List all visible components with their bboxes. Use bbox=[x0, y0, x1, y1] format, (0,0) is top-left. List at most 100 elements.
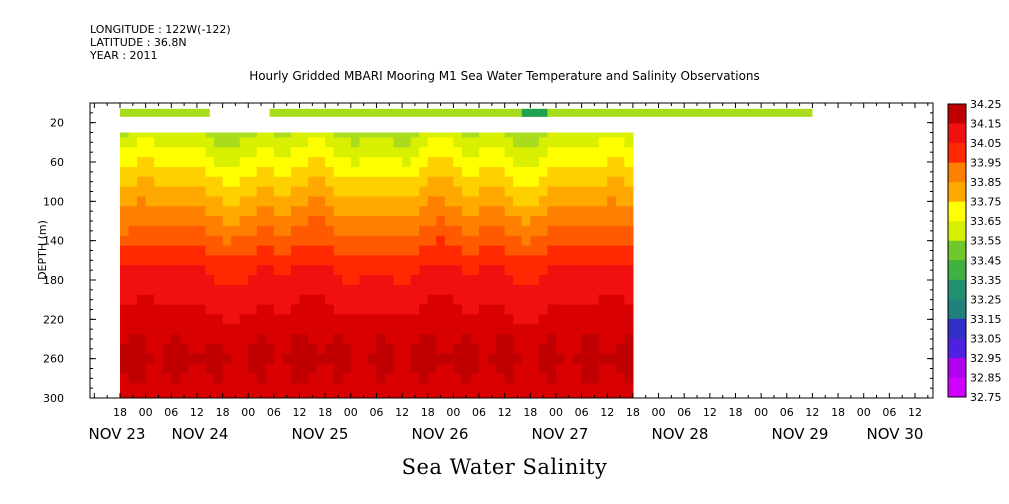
field-cell bbox=[359, 383, 369, 394]
field-cell bbox=[137, 334, 147, 345]
field-cell bbox=[538, 294, 549, 306]
field-cell bbox=[145, 196, 155, 207]
field-cell bbox=[299, 206, 309, 217]
hour-tick-label: 06 bbox=[575, 406, 589, 419]
field-cell bbox=[214, 343, 224, 355]
field-cell bbox=[487, 265, 497, 276]
field-cell bbox=[214, 196, 224, 207]
field-cell bbox=[196, 225, 207, 237]
field-cell bbox=[513, 373, 523, 384]
field-cell bbox=[350, 176, 360, 188]
field-cell bbox=[162, 363, 172, 375]
field-cell bbox=[590, 176, 600, 188]
field-cell bbox=[248, 147, 258, 158]
field-cell bbox=[615, 275, 625, 286]
field-cell bbox=[248, 176, 258, 188]
field-cell bbox=[128, 132, 138, 139]
field-cell bbox=[154, 225, 164, 237]
y-tick-label: 140 bbox=[43, 235, 64, 248]
field-cell bbox=[205, 334, 215, 345]
field-cell bbox=[547, 255, 557, 266]
field-cell bbox=[137, 383, 147, 394]
field-cell bbox=[282, 157, 292, 168]
field-cell bbox=[547, 284, 557, 296]
field-cell bbox=[290, 255, 301, 266]
field-cell bbox=[564, 225, 574, 237]
field-cell bbox=[222, 275, 232, 286]
field-cell bbox=[222, 147, 232, 158]
field-cell bbox=[410, 137, 420, 148]
field-cell bbox=[385, 245, 395, 257]
field-cell bbox=[598, 314, 608, 325]
field-cell bbox=[290, 294, 301, 306]
field-cell bbox=[162, 373, 172, 384]
field-cell bbox=[538, 206, 549, 217]
field-cell bbox=[436, 363, 446, 375]
field-cell bbox=[205, 284, 215, 296]
field-cell bbox=[453, 383, 463, 394]
field-cell bbox=[154, 206, 164, 217]
field-cell bbox=[273, 363, 284, 375]
field-cell bbox=[453, 373, 463, 384]
field-cell bbox=[530, 225, 540, 237]
field-cell bbox=[367, 363, 378, 375]
field-cell bbox=[299, 216, 309, 227]
field-cell bbox=[607, 255, 617, 266]
field-cell bbox=[367, 255, 378, 266]
colorbar-frame bbox=[947, 103, 967, 398]
field-cell bbox=[239, 196, 249, 207]
field-cell bbox=[256, 255, 266, 266]
field-cell bbox=[590, 245, 600, 257]
colorbar-label: 34.25 bbox=[970, 98, 1002, 111]
field-cell bbox=[402, 137, 412, 148]
field-cell bbox=[521, 206, 531, 217]
field-cell bbox=[436, 206, 446, 217]
field-cell bbox=[504, 225, 514, 237]
field-cell bbox=[308, 265, 318, 276]
field-cell bbox=[299, 176, 309, 188]
field-cell bbox=[299, 225, 309, 237]
chart-title: Hourly Gridded MBARI Mooring M1 Sea Wate… bbox=[249, 69, 760, 83]
field-cell bbox=[402, 245, 412, 257]
hour-tick-label: 18 bbox=[421, 406, 435, 419]
field-cell bbox=[479, 373, 489, 384]
field-cell bbox=[333, 157, 343, 168]
field-cell bbox=[385, 216, 395, 227]
field-cell bbox=[120, 166, 130, 178]
field-cell bbox=[470, 225, 480, 237]
field-cell bbox=[299, 235, 309, 247]
field-cell bbox=[419, 176, 429, 188]
field-cell bbox=[214, 137, 224, 148]
field-cell bbox=[581, 343, 591, 355]
field-cell bbox=[573, 294, 583, 306]
field-cell bbox=[393, 166, 403, 178]
field-cell bbox=[607, 245, 617, 257]
field-cell bbox=[273, 216, 284, 227]
field-cell bbox=[470, 265, 480, 276]
field-cell bbox=[350, 284, 360, 296]
field-cell bbox=[188, 132, 198, 139]
field-cell bbox=[521, 275, 531, 286]
field-cell bbox=[461, 353, 472, 365]
field-cell bbox=[196, 196, 207, 207]
field-cell bbox=[222, 176, 232, 188]
field-cell bbox=[214, 294, 224, 306]
field-cell bbox=[256, 314, 266, 325]
field-cell bbox=[188, 186, 198, 198]
field-cell bbox=[487, 275, 497, 286]
field-cell bbox=[581, 137, 591, 148]
field-cell bbox=[325, 275, 335, 286]
field-cell bbox=[496, 393, 506, 398]
field-cell bbox=[513, 176, 523, 188]
field-cell bbox=[188, 304, 198, 316]
field-cell bbox=[496, 147, 506, 158]
colorbar-label: 33.15 bbox=[970, 313, 1002, 326]
field-cell bbox=[256, 225, 266, 237]
field-cell bbox=[120, 245, 130, 257]
field-cell bbox=[222, 324, 232, 335]
field-cell bbox=[393, 393, 403, 398]
field-cell bbox=[128, 304, 138, 316]
field-cell bbox=[137, 265, 147, 276]
field-cell bbox=[120, 137, 130, 148]
colorbar-label: 34.15 bbox=[970, 118, 1002, 131]
